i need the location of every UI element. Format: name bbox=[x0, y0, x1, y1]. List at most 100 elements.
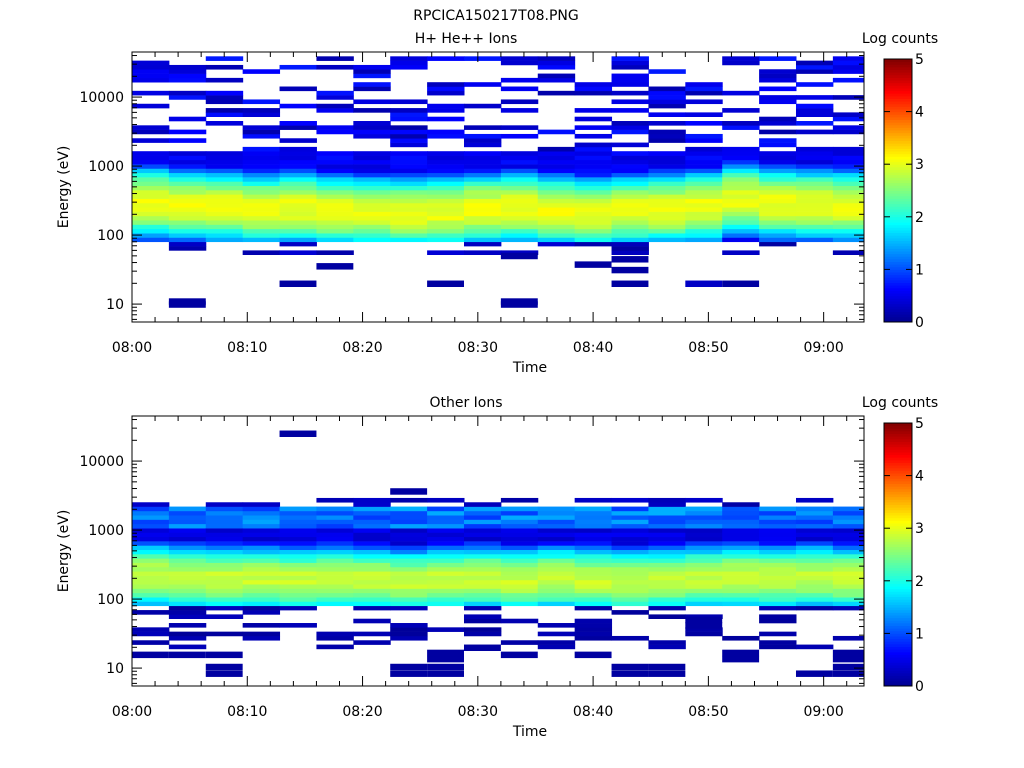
heatmap-cell bbox=[795, 211, 834, 217]
heatmap-cell bbox=[795, 515, 834, 520]
heatmap-cell bbox=[611, 224, 649, 230]
heatmap-cell bbox=[722, 155, 760, 161]
heatmap-cell bbox=[722, 60, 760, 66]
heatmap-cell bbox=[242, 159, 281, 165]
heatmap-cell bbox=[685, 566, 723, 572]
heatmap-cell bbox=[279, 562, 317, 568]
heatmap-cell bbox=[759, 77, 797, 83]
colorbar-tick-label: 4 bbox=[915, 105, 924, 121]
heatmap-cell bbox=[353, 584, 391, 589]
heatmap-cell bbox=[537, 202, 576, 208]
heatmap-cell bbox=[132, 237, 170, 243]
heatmap-cell bbox=[611, 519, 649, 525]
heatmap-cell bbox=[832, 250, 864, 256]
heatmap-cell bbox=[242, 129, 281, 135]
heatmap-cell bbox=[759, 597, 797, 602]
heatmap-cell bbox=[648, 549, 686, 555]
heatmap-cell bbox=[500, 185, 539, 191]
heatmap-cell bbox=[390, 168, 428, 174]
heatmap-cell bbox=[353, 73, 391, 79]
heatmap-cell bbox=[463, 164, 502, 169]
heatmap-cell bbox=[832, 116, 864, 122]
heatmap-cell bbox=[463, 241, 502, 247]
heatmap-cell bbox=[611, 241, 649, 247]
heatmap-cell bbox=[648, 190, 686, 195]
y-axis: 10 100 1000 10000 Energy (eV) bbox=[56, 55, 864, 320]
heatmap-cell bbox=[759, 506, 797, 512]
heatmap-cell bbox=[648, 592, 686, 598]
heatmap-cell bbox=[722, 579, 760, 585]
heatmap-cell bbox=[242, 597, 281, 602]
heatmap-cell bbox=[611, 588, 649, 594]
colorbar-tick-label: 1 bbox=[915, 626, 924, 642]
heatmap-cell bbox=[537, 198, 576, 204]
heatmap-cell bbox=[279, 523, 317, 529]
heatmap-cell bbox=[648, 224, 686, 230]
heatmap-cell bbox=[500, 151, 539, 156]
heatmap-cell bbox=[242, 571, 281, 576]
heatmap-cell bbox=[132, 541, 170, 546]
heatmap-cell bbox=[722, 164, 760, 169]
heatmap-cell bbox=[279, 549, 317, 555]
heatmap-cell bbox=[132, 523, 170, 529]
heatmap-cell bbox=[722, 224, 760, 230]
heatmap-cell bbox=[574, 545, 613, 551]
heatmap-cell bbox=[759, 592, 797, 598]
heatmap-cell bbox=[685, 172, 723, 178]
heatmap-cell bbox=[611, 575, 649, 581]
heatmap-cell bbox=[390, 579, 428, 585]
heatmap-cell bbox=[537, 237, 576, 243]
heatmap-cell bbox=[685, 558, 723, 563]
heatmap-cell bbox=[611, 228, 649, 234]
heatmap-cell bbox=[205, 202, 244, 208]
heatmap-cell bbox=[132, 185, 170, 191]
heatmap-cell bbox=[722, 649, 760, 657]
heatmap-cell bbox=[500, 99, 539, 105]
heatmap-cell bbox=[832, 536, 864, 542]
heatmap-cell bbox=[390, 142, 428, 148]
heatmap-cell bbox=[205, 64, 244, 70]
heatmap-cell bbox=[574, 125, 613, 130]
heatmap-cell bbox=[648, 99, 686, 105]
heatmap-cell bbox=[500, 519, 539, 525]
heatmap-cell bbox=[279, 220, 317, 225]
heatmap-cell bbox=[832, 64, 864, 70]
heatmap-cell bbox=[795, 155, 834, 161]
heatmap-cell bbox=[648, 584, 686, 589]
heatmap-cell bbox=[390, 571, 428, 576]
heatmap-cell bbox=[574, 541, 613, 546]
heatmap-cell bbox=[279, 138, 317, 143]
heatmap-cell bbox=[390, 215, 428, 221]
heatmap-cell bbox=[832, 224, 864, 230]
heatmap-cell bbox=[759, 519, 797, 525]
heatmap-cell bbox=[795, 228, 834, 234]
heatmap-cell bbox=[205, 198, 244, 204]
heatmap-cell bbox=[242, 228, 281, 234]
heatmap-cell bbox=[353, 502, 391, 507]
heatmap-cell bbox=[611, 528, 649, 533]
heatmap-cell bbox=[205, 597, 244, 602]
heatmap-cell bbox=[759, 155, 797, 161]
heatmap-cell bbox=[722, 506, 760, 512]
heatmap-cell bbox=[316, 631, 354, 637]
heatmap-cell bbox=[685, 515, 723, 520]
heatmap-cell bbox=[759, 562, 797, 568]
heatmap-cell bbox=[242, 579, 281, 585]
heatmap-cell bbox=[242, 523, 281, 529]
heatmap-cell bbox=[427, 588, 465, 594]
heatmap-cell bbox=[279, 224, 317, 230]
heatmap-cell bbox=[832, 207, 864, 212]
heatmap-cell bbox=[500, 515, 539, 520]
heatmap-cell bbox=[463, 155, 502, 161]
heatmap-cell bbox=[279, 185, 317, 191]
heatmap-cell bbox=[611, 266, 649, 274]
heatmap-cell bbox=[353, 151, 391, 156]
heatmap-cell bbox=[168, 298, 206, 305]
heatmap-cell bbox=[390, 202, 428, 208]
heatmap-cell bbox=[168, 592, 207, 598]
heatmap-cell bbox=[685, 622, 723, 629]
heatmap-cell bbox=[132, 77, 170, 83]
heatmap-cell bbox=[685, 506, 723, 512]
heatmap-cell bbox=[242, 605, 281, 611]
heatmap-cell bbox=[353, 194, 391, 199]
